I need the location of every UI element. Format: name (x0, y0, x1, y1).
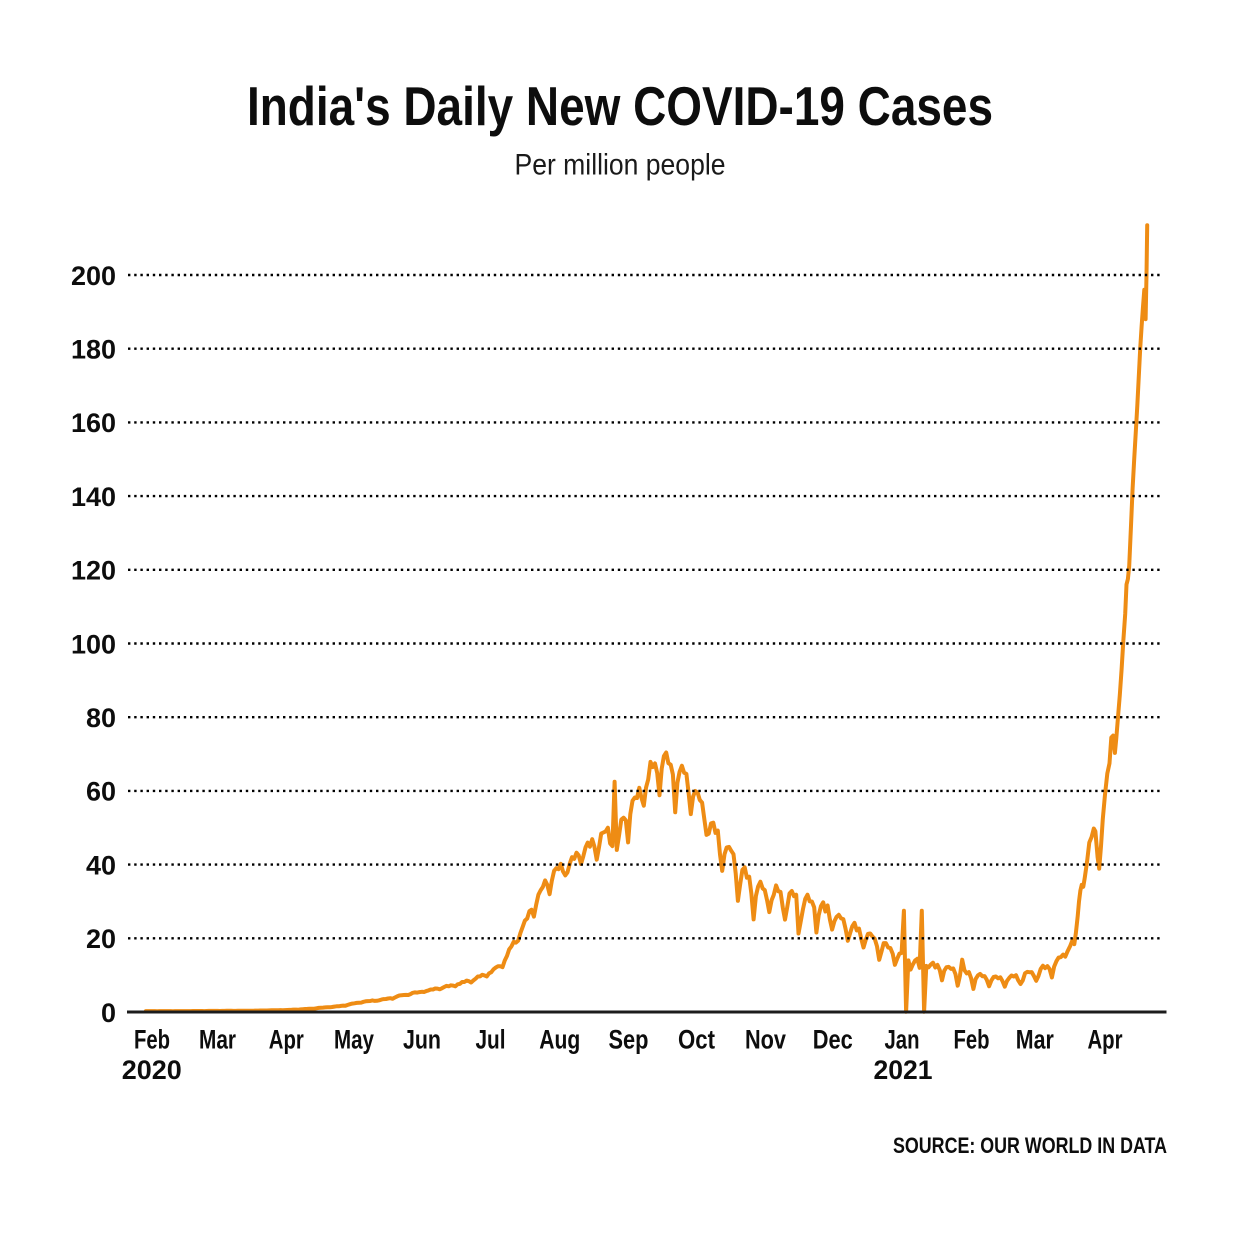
svg-text:Feb: Feb (954, 1025, 990, 1055)
svg-text:SOURCE: OUR WORLD IN DATA: SOURCE: OUR WORLD IN DATA (893, 1133, 1167, 1158)
svg-text:20: 20 (86, 924, 116, 954)
svg-text:Sep: Sep (609, 1025, 649, 1055)
svg-text:Jun: Jun (403, 1025, 441, 1055)
svg-text:180: 180 (71, 335, 116, 365)
svg-text:Mar: Mar (199, 1025, 236, 1055)
svg-text:Feb: Feb (134, 1025, 170, 1055)
svg-text:Per million people: Per million people (515, 148, 726, 181)
svg-text:Dec: Dec (813, 1025, 853, 1055)
svg-text:May: May (334, 1025, 374, 1055)
svg-text:80: 80 (86, 703, 116, 733)
svg-text:100: 100 (71, 629, 116, 659)
svg-text:Nov: Nov (745, 1025, 786, 1055)
svg-text:Jan: Jan (885, 1025, 920, 1055)
svg-text:Oct: Oct (678, 1025, 715, 1055)
svg-text:140: 140 (71, 482, 116, 512)
svg-text:2021: 2021 (874, 1055, 933, 1085)
svg-text:160: 160 (71, 408, 116, 438)
svg-text:Apr: Apr (1088, 1025, 1123, 1055)
svg-text:120: 120 (71, 556, 116, 586)
svg-text:Mar: Mar (1016, 1025, 1054, 1055)
svg-text:India's Daily New COVID-19 Cas: India's Daily New COVID-19 Cases (247, 75, 993, 137)
svg-text:2020: 2020 (122, 1055, 182, 1085)
svg-text:60: 60 (86, 777, 116, 807)
svg-text:Apr: Apr (269, 1025, 304, 1055)
svg-text:200: 200 (71, 261, 116, 291)
svg-text:Aug: Aug (539, 1025, 580, 1055)
svg-text:40: 40 (86, 850, 116, 880)
svg-text:0: 0 (101, 998, 116, 1028)
svg-text:Jul: Jul (476, 1025, 506, 1055)
